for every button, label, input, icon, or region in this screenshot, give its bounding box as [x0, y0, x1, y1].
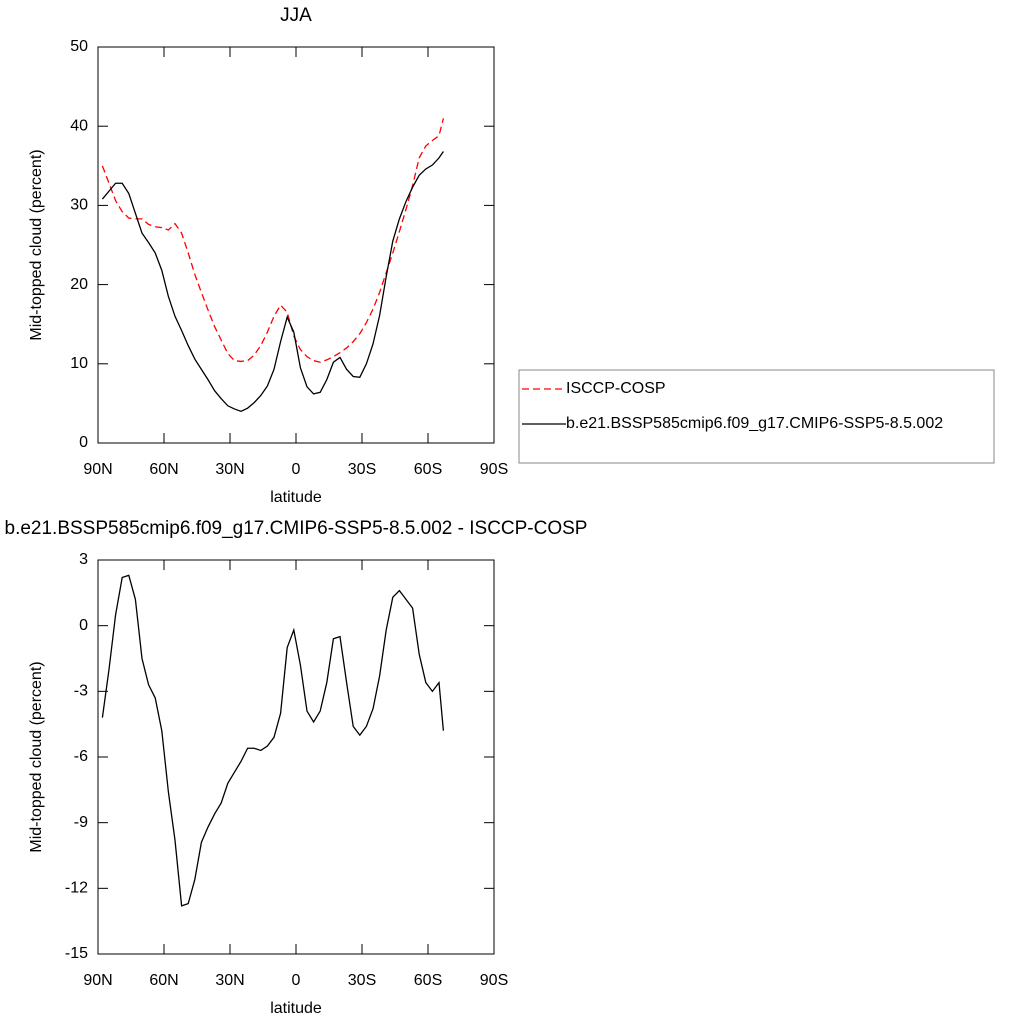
x-tick-label: 60S — [414, 461, 442, 478]
y-tick-label: 0 — [79, 617, 88, 634]
y-tick-label: -3 — [74, 683, 88, 700]
chart-title: JJA — [280, 5, 312, 26]
y-tick-label: -6 — [74, 748, 88, 765]
x-tick-label: 90S — [480, 461, 508, 478]
y-tick-label: -9 — [74, 814, 88, 831]
legend-label: b.e21.BSSP585cmip6.f09_g17.CMIP6-SSP5-8.… — [566, 415, 943, 432]
y-tick-label: 40 — [70, 117, 88, 134]
x-axis-label: latitude — [270, 489, 322, 506]
plot-frame — [97, 559, 495, 955]
x-tick-label: 90N — [83, 972, 112, 989]
y-tick-label: 0 — [79, 434, 88, 451]
x-tick-label: 30S — [348, 461, 376, 478]
x-tick-label: 60S — [414, 972, 442, 989]
y-axis-label: Mid-topped cloud (percent) — [28, 149, 45, 340]
x-tick-label: 30S — [348, 972, 376, 989]
data-line — [101, 118, 445, 363]
x-tick-label: 30N — [215, 972, 244, 989]
y-tick-label: 50 — [70, 38, 88, 55]
plot-frame — [97, 46, 495, 444]
y-tick-label: 3 — [79, 551, 88, 568]
y-axis-label: Mid-topped cloud (percent) — [28, 661, 45, 852]
x-tick-label: 0 — [292, 972, 301, 989]
x-tick-label: 90N — [83, 461, 112, 478]
chart-title: b.e21.BSSP585cmip6.f09_g17.CMIP6-SSP5-8.… — [5, 518, 588, 539]
x-axis-label: latitude — [270, 1000, 322, 1017]
x-tick-label: 60N — [149, 461, 178, 478]
legend-label: ISCCP-COSP — [566, 380, 666, 397]
y-tick-label: -12 — [65, 880, 88, 897]
x-tick-label: 0 — [292, 461, 301, 478]
x-tick-label: 60N — [149, 972, 178, 989]
data-line — [101, 574, 445, 907]
y-tick-label: 20 — [70, 276, 88, 293]
x-tick-label: 30N — [215, 461, 244, 478]
y-tick-label: 10 — [70, 355, 88, 372]
data-line — [101, 151, 444, 413]
x-tick-label: 90S — [480, 972, 508, 989]
y-tick-label: 30 — [70, 197, 88, 214]
y-tick-label: -15 — [65, 945, 88, 962]
legend-box — [518, 369, 995, 464]
